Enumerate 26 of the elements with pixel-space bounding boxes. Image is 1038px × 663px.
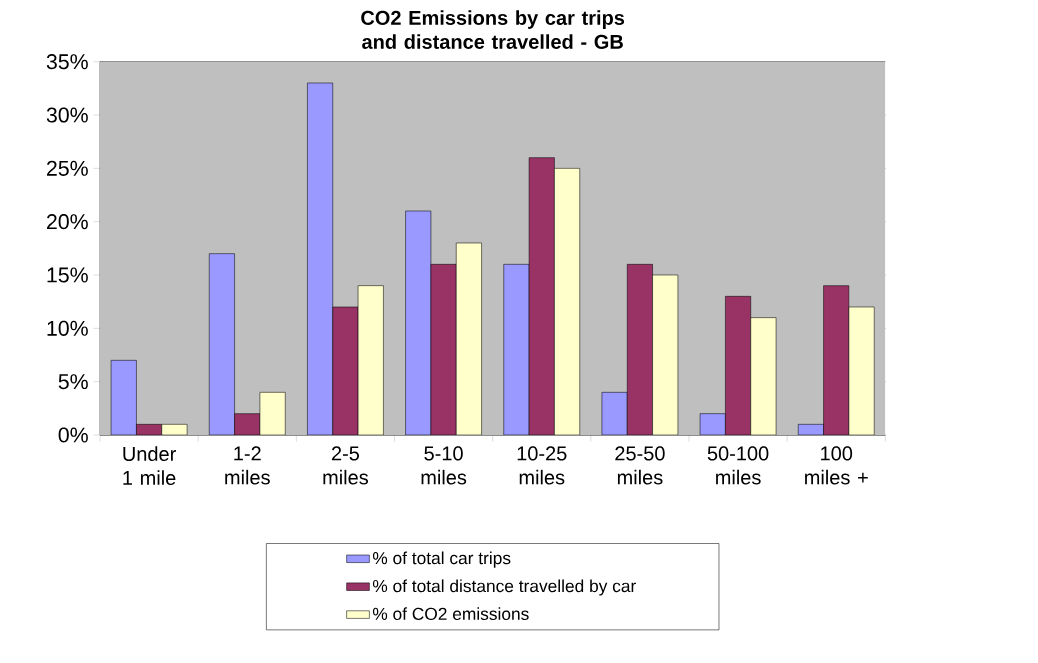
- legend-label: % of total car trips: [372, 551, 511, 568]
- x-tick-label: 5-10 miles: [421, 446, 467, 485]
- y-tick-label: 5%: [58, 374, 88, 390]
- y-tick-label: 35%: [46, 54, 88, 70]
- x-tick-label: 2-5 miles: [323, 446, 369, 485]
- y-tick-label: 30%: [46, 107, 88, 123]
- x-tick-label: 100 miles +: [805, 446, 868, 485]
- x-tick-label: 50-100 miles: [707, 446, 769, 485]
- y-tick-label: 0%: [58, 427, 88, 443]
- bar: [307, 82, 334, 435]
- bar: [208, 253, 235, 435]
- bar: [503, 264, 530, 435]
- y-tick-label: 20%: [47, 214, 88, 230]
- y-tick-label: 25%: [47, 160, 88, 176]
- legend-label: % of CO2 emissions: [372, 607, 529, 621]
- x-tick-label: 25-50 miles: [615, 446, 665, 485]
- bar: [110, 360, 137, 435]
- bar: [601, 392, 628, 435]
- x-tick-label: 10-25 miles: [517, 446, 567, 485]
- legend-label: % of total distance travelled by car: [372, 579, 636, 596]
- x-tick-label: 1-2 miles: [225, 446, 270, 485]
- bar: [405, 210, 432, 435]
- y-tick-label: 15%: [47, 267, 88, 283]
- x-tick-label: Under 1 mile: [123, 446, 176, 486]
- chart-title: CO2 Emissions by car trips and distance travelled - GB: [361, 10, 625, 49]
- y-tick-label: 10%: [47, 320, 88, 336]
